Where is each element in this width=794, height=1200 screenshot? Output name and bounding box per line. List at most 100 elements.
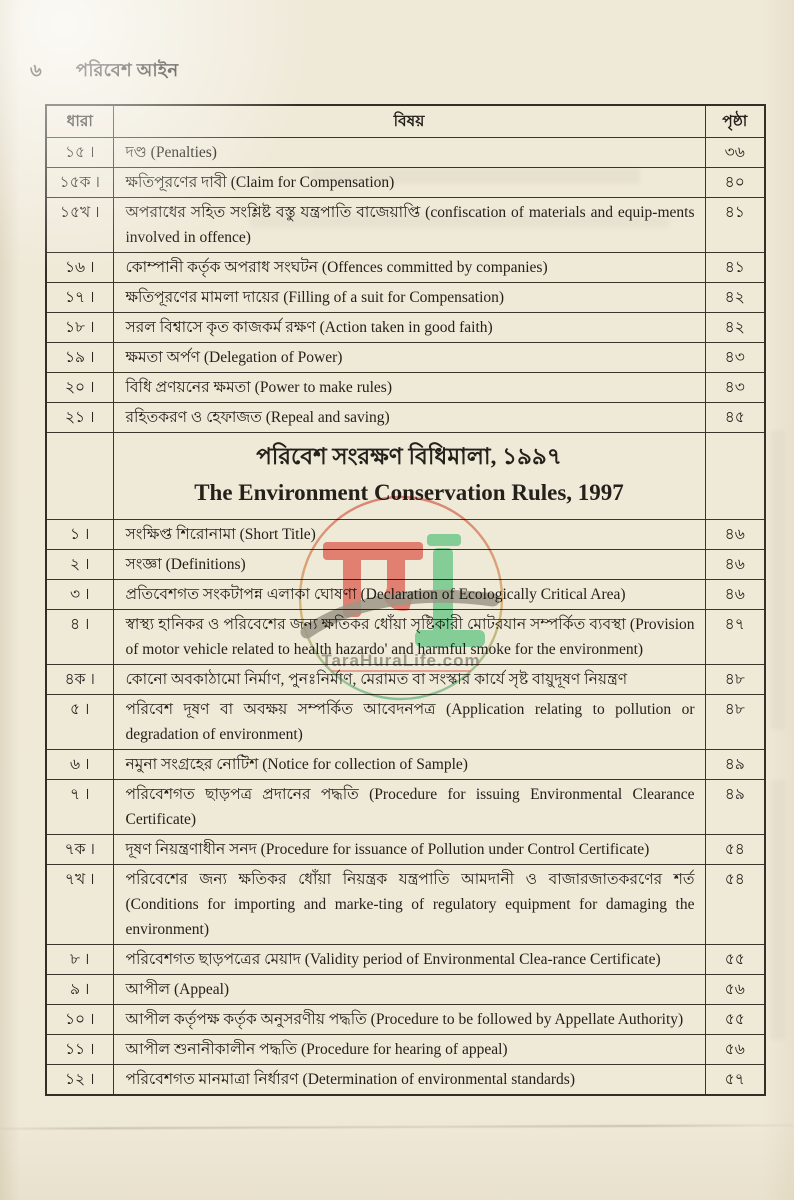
row-serial: ১৭ ।: [45, 282, 114, 313]
page-number: ৬: [30, 60, 42, 80]
row-page: ৪২: [704, 312, 766, 343]
row-subject: প্রতিবেশগত সংকটাপন্ন এলাকা ঘোষণা (Declar…: [112, 579, 706, 610]
row-serial: ১৮ ।: [45, 312, 114, 343]
table-row: ৭খ । পরিবেশের জন্য ক্ষতিকর ধোঁয়া নিয়ন্ত…: [45, 864, 766, 945]
row-serial: ১ ।: [45, 519, 114, 550]
page-fold-line: [0, 1124, 794, 1130]
row-page: ৪৮: [704, 694, 766, 750]
row-subject: সংক্ষিপ্ত শিরোনামা (Short Title): [112, 519, 706, 550]
row-subject: ক্ষতিপূরণের দাবী (Claim for Compensation…: [112, 167, 706, 198]
row-subject: রহিতকরণ ও হেফাজত (Repeal and saving): [112, 402, 706, 433]
table-row: ৬ । নমুনা সংগ্রহের নোটিশ (Notice for coll…: [45, 749, 766, 780]
row-page: ৪৭: [704, 609, 766, 665]
row-serial: ৮ ।: [45, 944, 114, 975]
bleedthrough-mark: [770, 780, 785, 1040]
section-heading-cell: পরিবেশ সংরক্ষণ বিধিমালা, ১৯৯৭ The Enviro…: [112, 432, 706, 520]
table-row: ৫ । পরিবেশ দূষণ বা অবক্ষয় সম্পর্কিত আবেদ…: [45, 694, 766, 750]
row-serial: ৩ ।: [45, 579, 114, 610]
row-subject: সংজ্ঞা (Definitions): [112, 549, 706, 580]
table-row: ৭ক । দূষণ নিয়ন্ত্রণাধীন সনদ (Procedure f…: [45, 834, 766, 865]
rules-title-en: The Environment Conservation Rules, 1997: [194, 480, 624, 505]
row-subject: সরল বিশ্বাসে কৃত কাজকর্ম রক্ষণ (Action t…: [112, 312, 706, 343]
rules-title-bn: পরিবেশ সংরক্ষণ বিধিমালা, ১৯৯৭: [256, 444, 562, 469]
row-page: ৩৬: [704, 137, 766, 168]
row-serial: ৬ ।: [45, 749, 114, 780]
running-header: ৬ পরিবেশ আইন: [30, 56, 178, 87]
table-row: ১ । সংক্ষিপ্ত শিরোনামা (Short Title) ৪৬: [45, 519, 766, 550]
row-subject: কোম্পানী কর্তৃক অপরাধ সংঘটন (Offences co…: [112, 252, 706, 283]
table-row: ২১ । রহিতকরণ ও হেফাজত (Repeal and saving)…: [45, 402, 766, 433]
row-page: ৪৩: [704, 342, 766, 373]
row-subject: আপীল শুনানীকালীন পদ্ধতি (Procedure for h…: [112, 1034, 706, 1065]
row-subject: পরিবেশের জন্য ক্ষতিকর ধোঁয়া নিয়ন্ত্রক …: [112, 864, 706, 945]
row-serial: ২ ।: [45, 549, 114, 580]
table-row: ৪ । স্বাস্থ্য হানিকর ও পরিবেশের জন্য ক্ষত…: [45, 609, 766, 665]
section-heading-row: পরিবেশ সংরক্ষণ বিধিমালা, ১৯৯৭ The Enviro…: [45, 432, 766, 520]
row-serial: ৪ক ।: [45, 664, 114, 695]
row-subject: স্বাস্থ্য হানিকর ও পরিবেশের জন্য ক্ষতিকর…: [112, 609, 706, 665]
row-page: ৫৫: [704, 944, 766, 975]
table-row: ১৫ । দণ্ড (Penalties) ৩৬: [45, 137, 766, 168]
row-serial: ১৫ক ।: [45, 167, 114, 198]
row-serial: ১২ ।: [45, 1064, 114, 1096]
table-row: ২০ । বিধি প্রণয়নের ক্ষমতা (Power to make…: [45, 372, 766, 403]
row-page: ৫৬: [704, 974, 766, 1005]
row-serial: ৪ ।: [45, 609, 114, 665]
row-page: ৫৬: [704, 1034, 766, 1065]
row-page: ৪২: [704, 282, 766, 313]
row-subject: বিধি প্রণয়নের ক্ষমতা (Power to make rul…: [112, 372, 706, 403]
row-subject: দণ্ড (Penalties): [112, 137, 706, 168]
table-row: ৩ । প্রতিবেশগত সংকটাপন্ন এলাকা ঘোষণা (Dec…: [45, 579, 766, 610]
row-serial: ১৫ ।: [45, 137, 114, 168]
row-serial: ২১ ।: [45, 402, 114, 433]
empty-cell: [704, 432, 766, 520]
row-subject: পরিবেশগত ছাড়পত্রের মেয়াদ (Validity per…: [112, 944, 706, 975]
bleedthrough-mark: [770, 430, 785, 730]
toc-header-row: ধারা বিষয় পৃষ্ঠা: [45, 104, 766, 138]
col-header-subject: বিষয়: [112, 104, 706, 138]
row-page: ৪৯: [704, 779, 766, 835]
row-subject: আপীল (Appeal): [112, 974, 706, 1005]
row-page: ৪৬: [704, 549, 766, 580]
table-row: ১৭ । ক্ষতিপূরণের মামলা দায়ের (Filling of…: [45, 282, 766, 313]
table-row: ১২ । পরিবেশগত মানমাত্রা নির্ধারণ (Determi…: [45, 1064, 766, 1096]
toc-table: ধারা বিষয় পৃষ্ঠা ১৫ । দণ্ড (Penalties) ৩৬…: [45, 104, 766, 1096]
row-page: ৫৫: [704, 1004, 766, 1035]
book-title: পরিবেশ আইন: [75, 60, 179, 80]
col-header-page: পৃষ্ঠা: [704, 104, 766, 138]
row-page: ৪১: [704, 252, 766, 283]
row-serial: ১৯ ।: [45, 342, 114, 373]
empty-cell: [45, 432, 114, 520]
table-row: ১১ । আপীল শুনানীকালীন পদ্ধতি (Procedure f…: [45, 1034, 766, 1065]
row-page: ৪০: [704, 167, 766, 198]
row-serial: ১৬ ।: [45, 252, 114, 283]
table-row: ২ । সংজ্ঞা (Definitions) ৪৬: [45, 549, 766, 580]
row-subject: নমুনা সংগ্রহের নোটিশ (Notice for collect…: [112, 749, 706, 780]
row-page: ৪৬: [704, 579, 766, 610]
row-page: ৫৪: [704, 864, 766, 945]
row-page: ৪৯: [704, 749, 766, 780]
table-row: ১৬ । কোম্পানী কর্তৃক অপরাধ সংঘটন (Offence…: [45, 252, 766, 283]
table-row: ১৯ । ক্ষমতা অর্পণ (Delegation of Power) ৪৩: [45, 342, 766, 373]
table-row: ৪ক । কোনো অবকাঠামো নির্মাণ, পুনঃনির্মাণ, …: [45, 664, 766, 695]
row-subject: আপীল কর্তৃপক্ষ কর্তৃক অনুসরণীয় পদ্ধতি (…: [112, 1004, 706, 1035]
row-subject: পরিবেশগত মানমাত্রা নির্ধারণ (Determinati…: [112, 1064, 706, 1096]
table-row: ১৮ । সরল বিশ্বাসে কৃত কাজকর্ম রক্ষণ (Acti…: [45, 312, 766, 343]
row-page: ৪১: [704, 197, 766, 253]
row-page: ৫৪: [704, 834, 766, 865]
row-subject: অপরাধের সহিত সংশ্লিষ্ট বস্তু যন্ত্রপাতি …: [112, 197, 706, 253]
table-row: ৭ । পরিবেশগত ছাড়পত্র প্রদানের পদ্ধতি (Pr…: [45, 779, 766, 835]
row-serial: ৫ ।: [45, 694, 114, 750]
row-serial: ৯ ।: [45, 974, 114, 1005]
row-serial: ৭ক ।: [45, 834, 114, 865]
row-serial: ১১ ।: [45, 1034, 114, 1065]
row-serial: ১৫খ ।: [45, 197, 114, 253]
row-subject: ক্ষমতা অর্পণ (Delegation of Power): [112, 342, 706, 373]
row-subject: কোনো অবকাঠামো নির্মাণ, পুনঃনির্মাণ, মেরা…: [112, 664, 706, 695]
table-row: ১০ । আপীল কর্তৃপক্ষ কর্তৃক অনুসরণীয় পদ্ধ…: [45, 1004, 766, 1035]
table-row: ১৫খ । অপরাধের সহিত সংশ্লিষ্ট বস্তু যন্ত্র…: [45, 197, 766, 253]
row-page: ৫৭: [704, 1064, 766, 1096]
table-row: ১৫ক । ক্ষতিপূরণের দাবী (Claim for Compens…: [45, 167, 766, 198]
row-subject: পরিবেশগত ছাড়পত্র প্রদানের পদ্ধতি (Proce…: [112, 779, 706, 835]
